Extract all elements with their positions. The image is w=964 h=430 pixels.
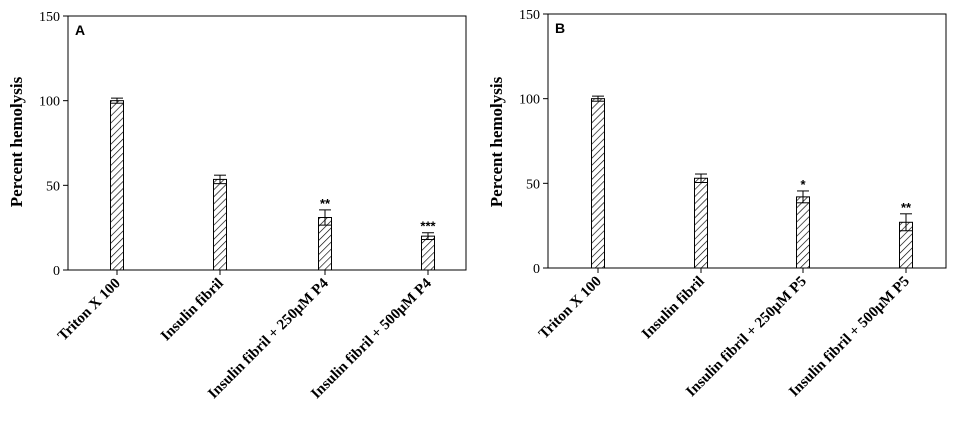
y-tick-label: 100	[39, 95, 60, 110]
x-category-label: Insulin fibril + 500μM P4	[308, 275, 435, 402]
bar	[110, 100, 124, 271]
y-tick-label: 50	[46, 179, 60, 194]
bar	[591, 98, 605, 269]
x-category-label: Triton X 100	[536, 274, 605, 343]
x-category-label: Insulin fibril + 500μM P5	[786, 274, 913, 401]
x-category-label: Insulin fibril	[639, 274, 708, 343]
bar	[421, 235, 435, 271]
y-axis-label: Percent hemolysis	[7, 76, 26, 207]
chart-panel-b: 0 50 100 150 Percent hemolysis B Triton X 100 I…	[487, 8, 947, 401]
bar	[213, 178, 227, 271]
y-tick-label: 150	[39, 10, 60, 25]
plot-frame	[67, 15, 467, 271]
chart-panel-a: 0 50 100 150 Percent hemolysis A Triton X 100 I…	[7, 10, 467, 402]
panel-label: B	[555, 20, 565, 36]
significance-label: **	[320, 196, 331, 211]
bar	[796, 196, 810, 269]
y-tick-label: 0	[53, 264, 60, 279]
y-axis-label: Percent hemolysis	[487, 76, 506, 207]
x-category-label: Triton X 100	[55, 276, 124, 345]
plot-frame	[547, 13, 947, 269]
significance-label: ***	[420, 219, 436, 234]
x-category-label: Insulin fibril	[158, 276, 227, 345]
y-tick-label: 100	[519, 93, 540, 108]
y-tick-label: 150	[519, 8, 540, 23]
y-tick-label: 50	[526, 177, 540, 192]
significance-label: **	[901, 200, 912, 215]
bar	[694, 177, 708, 269]
panel-label: A	[75, 22, 85, 38]
x-category-label: Insulin fibril + 250μM P5	[683, 274, 810, 401]
significance-label: *	[800, 177, 806, 192]
x-category-label: Insulin fibril + 250μM P4	[205, 275, 332, 402]
y-tick-label: 0	[533, 262, 540, 277]
